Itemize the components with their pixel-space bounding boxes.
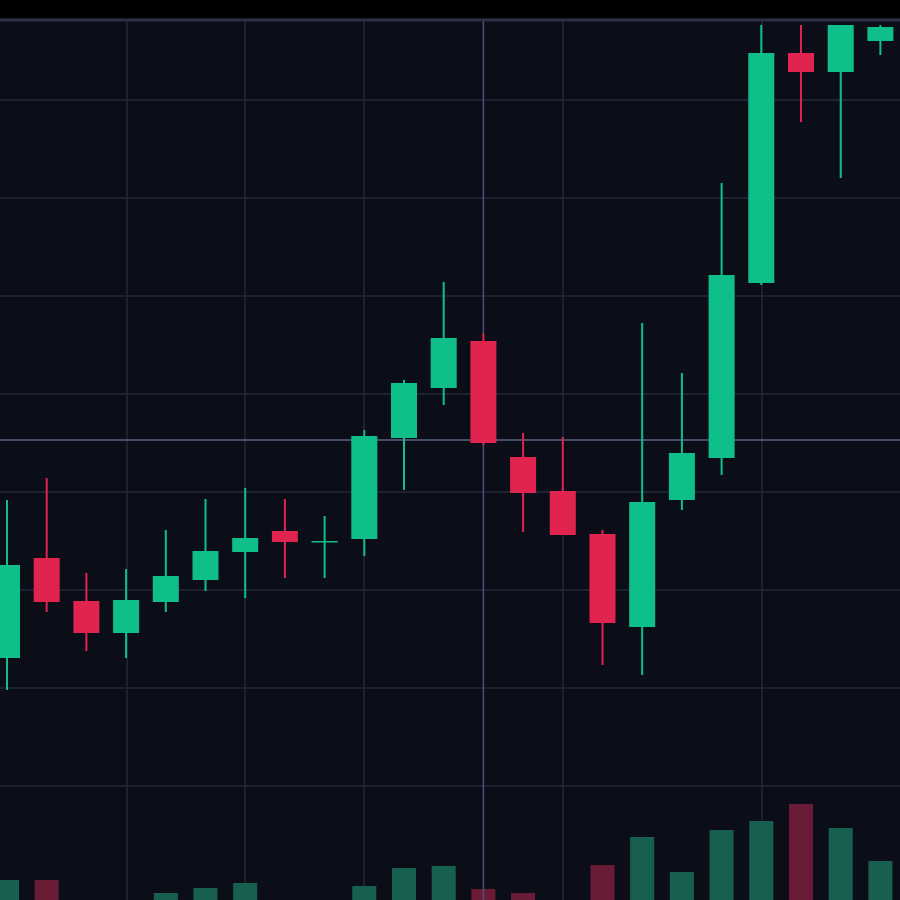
candle-body — [0, 565, 20, 658]
volume-bar — [868, 861, 893, 900]
candle-body — [629, 502, 656, 627]
volume-bar — [630, 837, 655, 900]
candle-body — [271, 531, 298, 542]
volume-bar — [153, 893, 178, 900]
volume-bar — [431, 866, 456, 900]
candle-body — [867, 27, 894, 41]
volume-bar — [34, 880, 59, 900]
volume-bar — [749, 821, 774, 900]
candle-body — [311, 541, 338, 543]
candle-body — [708, 275, 735, 458]
candle-body — [33, 558, 60, 602]
candle-body — [668, 453, 695, 500]
candle-body — [430, 338, 457, 388]
candle-body — [788, 53, 814, 72]
volume-bar — [233, 883, 258, 900]
volume-bar — [789, 804, 813, 900]
candle-body — [232, 538, 259, 552]
candle-body — [113, 600, 140, 633]
volume-bar — [669, 872, 694, 900]
candle-body — [73, 601, 100, 633]
volume-bar — [828, 828, 853, 900]
volume-bar — [709, 830, 734, 900]
candle-body — [470, 341, 497, 443]
candles — [0, 25, 894, 690]
candle-body — [589, 534, 616, 623]
candle-body — [351, 436, 378, 539]
candle-body — [391, 383, 417, 438]
candle-body — [827, 25, 854, 72]
volume-bar — [0, 880, 19, 900]
volume-bar — [590, 865, 615, 900]
volume-bar — [392, 868, 416, 900]
candle-body — [152, 576, 179, 602]
candle-body — [510, 457, 537, 493]
volume-bar — [511, 893, 536, 900]
horizontal-grid — [0, 99, 900, 787]
candle-body — [192, 551, 219, 580]
volume-bars — [0, 804, 893, 900]
volume-bar — [193, 888, 218, 900]
crosshair — [0, 20, 900, 900]
top-bar — [0, 0, 900, 18]
volume-bar — [352, 886, 377, 900]
candle-body — [748, 53, 775, 283]
candle-body — [549, 491, 576, 535]
